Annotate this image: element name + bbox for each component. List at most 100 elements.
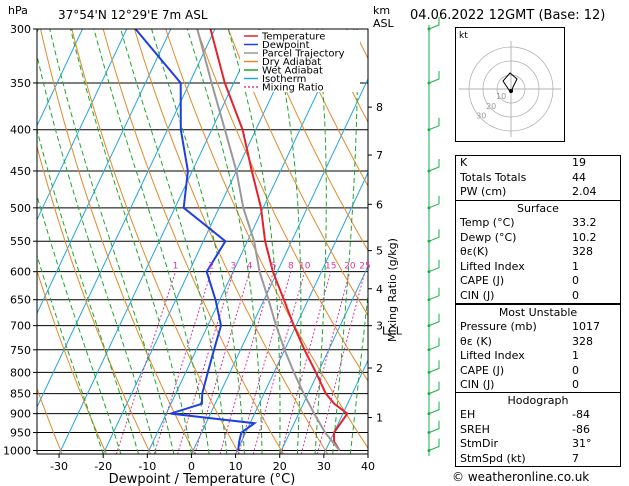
dry-adiabat [37,387,63,454]
legend-label: Parcel Trajectory [262,49,345,60]
hodograph-unit-label: kt [459,31,468,41]
mixing-ratio-line [280,271,332,454]
hodograph-ring [482,60,540,118]
indices-value: 19 [572,156,586,169]
height-tick-label: 1 [376,411,383,424]
dewpoint-line [134,29,258,451]
legend-label: Wet Adiabat [262,66,323,77]
storm-motion-marker [509,89,513,93]
wet-adiabat [37,128,139,454]
mixing-ratio-label: 15 [325,262,336,272]
mixing-ratio-line [252,271,306,454]
hodograph-table-row: EH -84 [456,408,620,423]
y-tick-label: 400 [10,124,31,137]
legend-label: Isotherm [262,74,306,85]
wind-barb [428,401,440,415]
wet-adiabat [349,289,368,454]
mixing-ratio-label: 25 [359,262,370,272]
dry-adiabat [102,29,284,454]
x-tick-label: -10 [138,460,156,473]
dry-adiabat [196,29,368,383]
height-tick-label: 4 [376,283,383,296]
surface-label: Dewp (°C) [460,230,517,244]
mixing-ratio-label: 20 [344,262,356,272]
wind-barb [428,71,440,84]
isotherm [37,29,172,315]
wind-barb [428,438,440,451]
mixing-ratio-line [153,271,212,454]
most-unstable-label: Pressure (mb) [460,320,537,333]
hodograph-table-value: 7 [572,451,579,465]
most-unstable-row: θε (K) 328 [456,335,620,350]
surface-table: Surface Temp (°C) 33.2 Dewp (°C) 10.2 θε(K) 3… [455,200,621,304]
dry-adiabat [71,29,240,454]
wind-barb [428,229,440,242]
most-unstable-title: Most Unstable [498,306,578,319]
hodograph-ring [496,74,526,104]
indices-label: PW (cm) [460,185,507,198]
mixing-ratio-label: 2 [208,262,214,272]
most-unstable-value: 1017 [572,320,600,333]
most-unstable-value: 1 [572,349,579,362]
surface-value: 0 [572,288,579,302]
hodograph-table-title: Hodograph [507,394,569,407]
wet-adiabat [227,29,281,454]
height-unit-top: km [373,4,390,17]
surface-label: Lifted Index [460,259,525,273]
dry-adiabat [37,269,107,454]
hodograph-table-row: StmSpd (kt) 7 [456,452,620,467]
height-tick-label: 5 [376,245,383,258]
hodograph-ring-label: 20 [486,102,496,111]
dry-adiabat [259,29,368,252]
y-tick-label: 900 [10,408,31,421]
wind-barb [428,287,440,301]
surface-title: Surface [517,202,559,215]
wind-barb [428,420,440,434]
isotherm [37,29,83,127]
mixing-ratio-label: 1 [173,262,179,272]
y-tick-label: 800 [10,366,31,379]
copyright: © weatheronline.co.uk [452,470,590,484]
wind-barb [428,313,440,327]
dry-adiabat [134,29,329,454]
legend-label: Dewpoint [262,40,310,51]
dry-adiabat [40,29,196,454]
mixing-ratio-label: 10 [299,262,311,272]
x-tick-label: 10 [229,460,243,473]
x-tick-label: 20 [273,460,287,473]
wet-adiabat [332,29,358,454]
wet-adiabat [186,29,263,454]
y-tick-label: 950 [10,427,31,440]
legend-label: Dry Adiabat [262,57,321,68]
isotherm [323,359,368,454]
wind-barb [428,259,440,273]
y-tick-label: 1000 [3,445,31,458]
temperature-line [209,29,349,452]
indices-label: K [460,156,468,169]
x-tick-label: 40 [361,460,375,473]
x-tick-label: -20 [94,460,112,473]
most-unstable-label: θε (K) [460,334,492,348]
indices-row: Totals Totals 44 [456,171,620,186]
indices-label: Totals Totals [460,170,527,184]
most-unstable-label: Lifted Index [460,349,525,362]
y-tick-label: 600 [10,266,31,279]
legend-box [240,30,360,92]
most-unstable-label: CIN (J) [460,378,495,391]
hodograph-table-label: StmSpd (kt) [460,451,526,465]
most-unstable-label: CAPE (J) [460,363,505,377]
mixing-ratio-line [219,271,274,454]
wet-adiabat [49,29,175,454]
surface-row: CIN (J) 0 [456,289,620,304]
surface-label: Temp (°C) [460,216,515,229]
wind-barb [428,360,440,373]
pressure-unit-label: hPa [8,4,28,17]
surface-value: 328 [572,245,593,258]
y-tick-label: 850 [10,388,31,401]
x-axis-label: Dewpoint / Temperature (°C) [109,472,296,486]
hodograph-ring-label: 30 [476,112,486,121]
dry-adiabat [227,29,368,317]
hodograph-table-value: -86 [572,422,590,436]
